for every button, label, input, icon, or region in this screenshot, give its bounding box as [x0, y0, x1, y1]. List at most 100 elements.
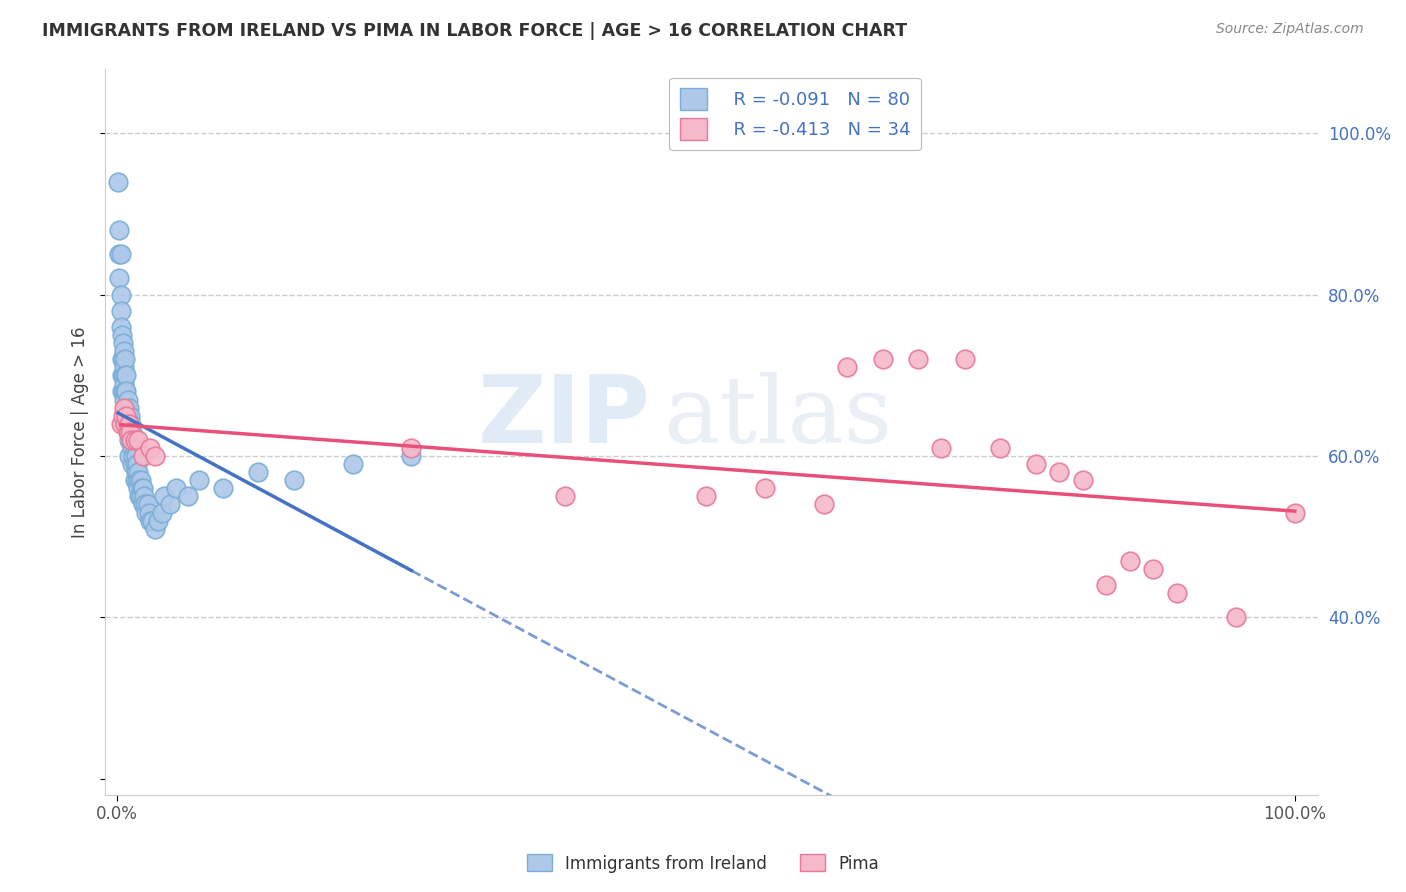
Point — [1166, 586, 1188, 600]
Point — [111, 352, 134, 367]
Point — [110, 303, 132, 318]
Point — [115, 368, 138, 383]
Point — [124, 473, 146, 487]
Point — [124, 457, 146, 471]
Point — [342, 457, 364, 471]
Point — [118, 425, 141, 439]
Point — [1225, 610, 1247, 624]
Point — [907, 352, 929, 367]
Point — [112, 401, 135, 415]
Point — [153, 489, 176, 503]
Point — [108, 223, 131, 237]
Point — [125, 465, 148, 479]
Point — [150, 506, 173, 520]
Point — [188, 473, 211, 487]
Point — [111, 352, 134, 367]
Point — [132, 481, 155, 495]
Point — [1071, 473, 1094, 487]
Point — [111, 368, 134, 383]
Point — [118, 449, 141, 463]
Point — [114, 368, 136, 383]
Text: IMMIGRANTS FROM IRELAND VS PIMA IN LABOR FORCE | AGE > 16 CORRELATION CHART: IMMIGRANTS FROM IRELAND VS PIMA IN LABOR… — [42, 22, 907, 40]
Point — [118, 417, 141, 431]
Point — [127, 481, 149, 495]
Point — [125, 449, 148, 463]
Point — [118, 409, 141, 423]
Point — [138, 506, 160, 520]
Point — [124, 433, 146, 447]
Point — [120, 433, 142, 447]
Point — [118, 417, 141, 431]
Point — [1284, 506, 1306, 520]
Point — [212, 481, 235, 495]
Point — [110, 247, 132, 261]
Point — [148, 514, 170, 528]
Point — [111, 384, 134, 399]
Point — [117, 409, 139, 423]
Point — [114, 401, 136, 415]
Point — [110, 417, 132, 431]
Point — [107, 175, 129, 189]
Point — [837, 360, 859, 375]
Point — [247, 465, 270, 479]
Point — [695, 489, 717, 503]
Point — [111, 409, 134, 423]
Point — [112, 360, 135, 375]
Point — [114, 384, 136, 399]
Point — [120, 417, 142, 431]
Text: ZIP: ZIP — [478, 371, 651, 463]
Point — [112, 376, 135, 391]
Point — [114, 417, 136, 431]
Point — [143, 522, 166, 536]
Point — [122, 449, 145, 463]
Point — [1142, 562, 1164, 576]
Point — [132, 449, 155, 463]
Point — [115, 409, 138, 423]
Point — [128, 473, 150, 487]
Point — [143, 449, 166, 463]
Y-axis label: In Labor Force | Age > 16: In Labor Force | Age > 16 — [72, 326, 89, 538]
Point — [1095, 578, 1118, 592]
Point — [136, 498, 159, 512]
Point — [125, 457, 148, 471]
Point — [159, 498, 181, 512]
Point — [111, 384, 134, 399]
Point — [129, 473, 152, 487]
Point — [931, 441, 953, 455]
Point — [135, 506, 157, 520]
Point — [127, 465, 149, 479]
Point — [134, 498, 156, 512]
Point — [1119, 554, 1142, 568]
Point — [117, 425, 139, 439]
Point — [124, 441, 146, 455]
Point — [114, 417, 136, 431]
Point — [112, 392, 135, 407]
Point — [110, 287, 132, 301]
Point — [1047, 465, 1070, 479]
Point — [115, 384, 138, 399]
Point — [176, 489, 198, 503]
Point — [122, 433, 145, 447]
Point — [108, 247, 131, 261]
Point — [112, 344, 135, 359]
Point — [754, 481, 776, 495]
Point — [128, 489, 150, 503]
Point — [139, 514, 162, 528]
Point — [129, 489, 152, 503]
Point — [117, 425, 139, 439]
Legend:   R = -0.091   N = 80,   R = -0.413   N = 34: R = -0.091 N = 80, R = -0.413 N = 34 — [669, 78, 921, 151]
Point — [118, 401, 141, 415]
Text: atlas: atlas — [664, 372, 893, 462]
Point — [111, 368, 134, 383]
Point — [127, 433, 149, 447]
Point — [554, 489, 576, 503]
Point — [988, 441, 1011, 455]
Point — [132, 489, 155, 503]
Point — [121, 425, 143, 439]
Point — [118, 425, 141, 439]
Point — [108, 271, 131, 285]
Point — [141, 514, 163, 528]
Point — [125, 473, 148, 487]
Point — [953, 352, 976, 367]
Point — [118, 433, 141, 447]
